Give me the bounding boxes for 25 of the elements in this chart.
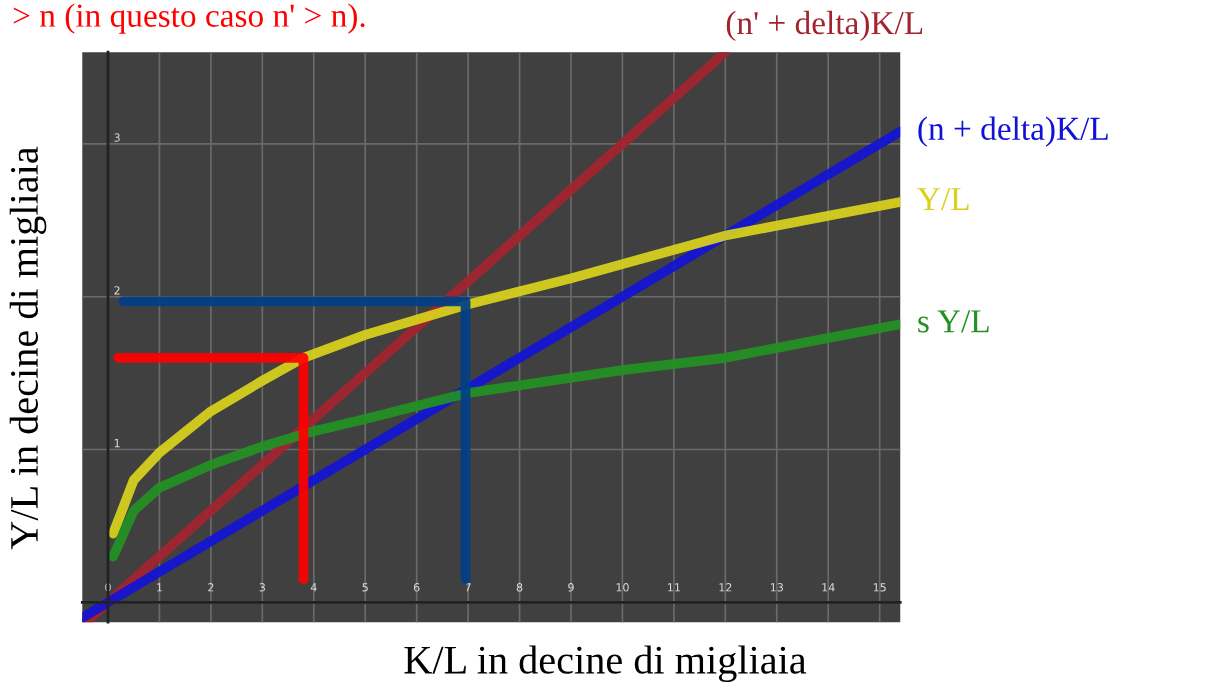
x-tick-label: 1 [157,583,162,592]
x-tick-label: 4 [310,583,317,592]
x-tick-label: 8 [516,583,523,592]
x-tick-label: 9 [568,583,574,592]
x-tick-label: 15 [873,583,886,592]
x-tick-label: 13 [770,583,783,592]
x-tick-label: 6 [413,583,420,592]
x-axis-title: K/L in decine di migliaia [404,645,807,683]
y-axis-title: Y/L in decine di migliaia [9,146,47,550]
x-tick-label: 12 [719,583,732,592]
y-tick-label: 3 [114,133,120,142]
text: > n (in questo caso n' > n). [13,3,365,34]
series-label: (n + delta)K/L [918,116,1108,147]
x-tick-label: 3 [259,583,265,592]
x-tick-label: 7 [465,583,471,592]
y-tick-label: 1 [114,439,120,448]
series-label: (n' + delta)K/L [726,10,923,42]
x-tick-label: 5 [362,583,368,592]
series-label: Y/L [917,188,969,211]
series-label: s Y/L [918,310,989,333]
x-tick-label: 10 [616,583,629,592]
x-tick-label: 2 [208,583,214,592]
x-tick-label: 11 [668,583,680,592]
x-tick-label: 14 [822,583,835,592]
y-tick-label: 2 [114,286,120,295]
